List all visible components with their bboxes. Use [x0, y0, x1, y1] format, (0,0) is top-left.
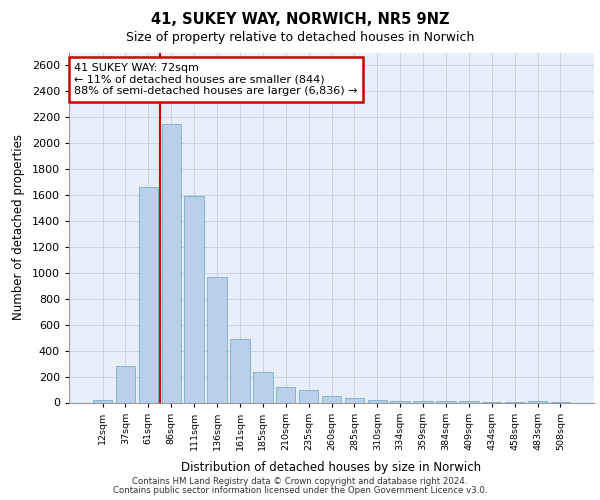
Bar — [93, 400, 112, 402]
Bar — [344, 398, 364, 402]
Text: Contains public sector information licensed under the Open Government Licence v3: Contains public sector information licen… — [113, 486, 487, 495]
X-axis label: Distribution of detached houses by size in Norwich: Distribution of detached houses by size … — [181, 461, 482, 474]
Bar — [391, 401, 410, 402]
Bar — [276, 387, 295, 402]
Bar — [528, 401, 547, 402]
Bar — [368, 400, 387, 402]
Text: Contains HM Land Registry data © Crown copyright and database right 2024.: Contains HM Land Registry data © Crown c… — [132, 477, 468, 486]
Bar — [184, 196, 204, 402]
Bar — [299, 390, 319, 402]
Text: 41, SUKEY WAY, NORWICH, NR5 9NZ: 41, SUKEY WAY, NORWICH, NR5 9NZ — [151, 12, 449, 28]
Bar — [161, 124, 181, 402]
Bar — [139, 188, 158, 402]
Bar — [230, 339, 250, 402]
Bar — [116, 366, 135, 403]
Bar — [436, 401, 455, 402]
Bar — [208, 277, 227, 402]
Bar — [413, 401, 433, 402]
Bar — [253, 372, 272, 402]
Text: 41 SUKEY WAY: 72sqm
← 11% of detached houses are smaller (844)
88% of semi-detac: 41 SUKEY WAY: 72sqm ← 11% of detached ho… — [74, 63, 358, 96]
Bar — [322, 396, 341, 402]
Text: Size of property relative to detached houses in Norwich: Size of property relative to detached ho… — [126, 31, 474, 44]
Y-axis label: Number of detached properties: Number of detached properties — [12, 134, 25, 320]
